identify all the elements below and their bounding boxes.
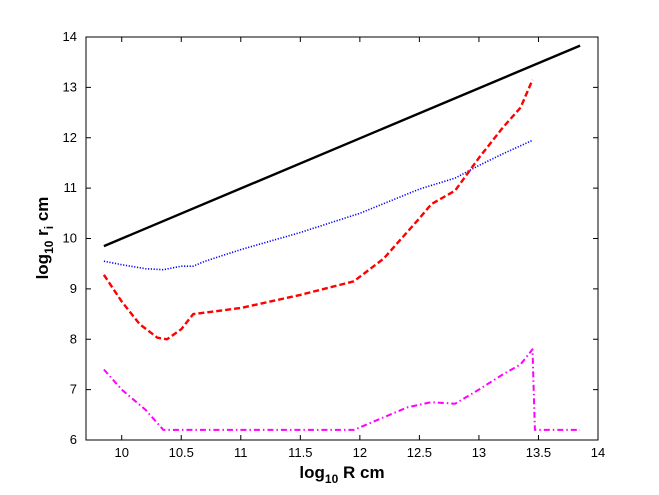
x-tick-label: 12 [353, 445, 367, 460]
y-tick-label: 12 [63, 130, 77, 145]
series-line-dotted [103, 139, 533, 271]
y-tick-label: 13 [63, 79, 77, 94]
x-tick-label: 10 [114, 445, 128, 460]
series-line-dashdot [103, 348, 581, 431]
x-axis: 10 10.5 11 11.5 12 12.5 13 13.5 14 [114, 37, 605, 460]
y-tick-label: 10 [63, 231, 77, 246]
plot-area [85, 36, 599, 441]
y-tick-label: 9 [70, 281, 77, 296]
x-tick-label: 10.5 [169, 445, 194, 460]
series-line-dashed [102, 79, 534, 341]
x-tick-label: 11.5 [288, 445, 312, 460]
y-tick-label: 14 [63, 29, 77, 44]
x-tick-label: 12.5 [407, 445, 432, 460]
x-tick-label: 13.5 [526, 445, 551, 460]
x-tick-label: 13 [472, 445, 486, 460]
y-tick-label: 8 [70, 331, 77, 346]
x-tick-label: 14 [591, 445, 605, 460]
x-tick-label: 11 [234, 445, 248, 460]
x-axis-title: log10 R cm [299, 463, 384, 486]
series-line-solid [103, 44, 581, 248]
y-tick-label: 11 [64, 180, 78, 195]
y-tick-label: 6 [70, 432, 77, 447]
y-axis-title: log10 ri cm [33, 197, 56, 280]
y-tick-label: 7 [70, 382, 77, 397]
y-axis: 6 7 8 9 10 11 12 13 14 [63, 29, 598, 447]
series-layer [102, 44, 581, 431]
